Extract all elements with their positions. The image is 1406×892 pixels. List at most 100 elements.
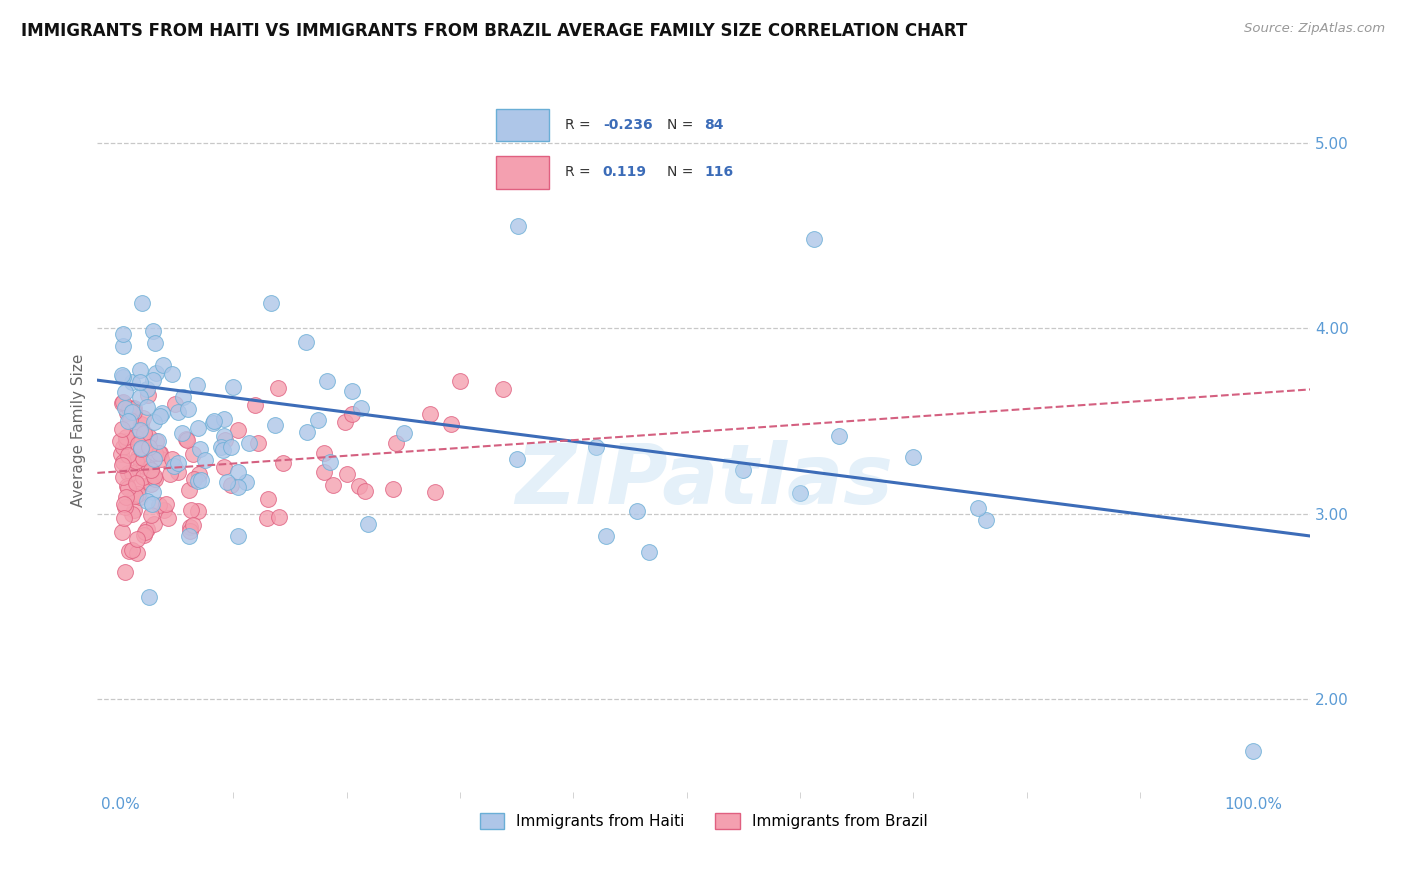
Point: [114, 490, 136, 504]
Y-axis label: Average Family Size: Average Family Size: [72, 353, 86, 507]
Point: [129, 363, 152, 377]
Point: [127, 450, 149, 465]
Point: [114, 565, 136, 579]
Point: [174, 432, 197, 446]
Point: [222, 380, 245, 394]
Point: [267, 510, 290, 524]
Point: [139, 477, 162, 491]
Point: [392, 426, 415, 441]
Point: [114, 430, 136, 444]
Point: [160, 451, 183, 466]
Point: [506, 219, 529, 234]
Point: [177, 483, 200, 498]
Point: [212, 443, 235, 458]
Point: [183, 472, 205, 486]
Point: [187, 421, 209, 435]
Point: [145, 472, 167, 486]
Point: [129, 417, 152, 432]
Point: [141, 497, 163, 511]
Point: [188, 467, 211, 482]
Point: [112, 497, 135, 511]
Text: ZIPatlas: ZIPatlas: [515, 441, 893, 522]
Point: [115, 479, 138, 493]
Point: [129, 391, 152, 405]
Point: [121, 375, 143, 389]
Point: [138, 591, 160, 605]
Point: [120, 413, 142, 427]
Point: [111, 440, 134, 454]
Point: [212, 412, 235, 426]
Point: [128, 462, 150, 476]
Point: [122, 405, 145, 419]
Point: [194, 452, 217, 467]
Point: [112, 369, 135, 384]
Point: [312, 445, 335, 459]
Point: [136, 387, 159, 401]
Point: [134, 425, 156, 440]
Point: [114, 401, 136, 415]
Point: [243, 398, 266, 412]
Point: [148, 446, 170, 460]
Point: [188, 442, 211, 456]
Point: [153, 502, 176, 516]
Point: [124, 489, 146, 503]
Point: [179, 524, 201, 538]
Point: [129, 441, 152, 455]
Text: Source: ZipAtlas.com: Source: ZipAtlas.com: [1244, 22, 1385, 36]
Point: [143, 517, 166, 532]
Point: [134, 527, 156, 541]
Point: [828, 429, 851, 443]
Point: [226, 529, 249, 543]
Point: [449, 374, 471, 388]
Point: [316, 374, 339, 388]
Point: [162, 368, 184, 382]
Point: [132, 411, 155, 425]
Point: [136, 522, 159, 536]
Point: [179, 520, 201, 534]
Point: [235, 475, 257, 490]
Point: [257, 492, 280, 507]
Point: [111, 368, 134, 383]
Point: [336, 467, 359, 481]
Point: [110, 434, 132, 448]
Point: [125, 546, 148, 560]
Point: [187, 504, 209, 518]
Point: [138, 440, 160, 454]
Point: [419, 407, 441, 421]
Point: [138, 461, 160, 475]
Point: [155, 497, 177, 511]
Point: [307, 413, 329, 427]
Point: [121, 508, 143, 522]
Point: [190, 473, 212, 487]
Point: [136, 401, 159, 415]
Point: [637, 545, 659, 559]
Point: [132, 469, 155, 483]
Point: [186, 378, 208, 392]
Point: [121, 405, 143, 419]
Point: [149, 409, 172, 423]
Point: [111, 422, 134, 436]
Point: [128, 375, 150, 389]
Point: [221, 440, 243, 454]
Point: [145, 434, 167, 449]
Point: [111, 455, 134, 469]
Point: [143, 468, 166, 483]
Point: [152, 358, 174, 372]
Point: [1241, 744, 1264, 758]
Point: [128, 425, 150, 439]
Point: [354, 484, 377, 499]
Point: [733, 463, 755, 477]
Point: [115, 434, 138, 448]
Point: [122, 401, 145, 415]
Point: [626, 503, 648, 517]
Point: [172, 390, 194, 404]
Point: [966, 501, 988, 516]
Point: [314, 465, 336, 479]
Point: [595, 529, 617, 543]
Point: [142, 373, 165, 387]
Point: [132, 450, 155, 465]
Point: [149, 451, 172, 466]
Point: [114, 384, 136, 399]
Point: [110, 447, 132, 461]
Point: [357, 517, 380, 532]
